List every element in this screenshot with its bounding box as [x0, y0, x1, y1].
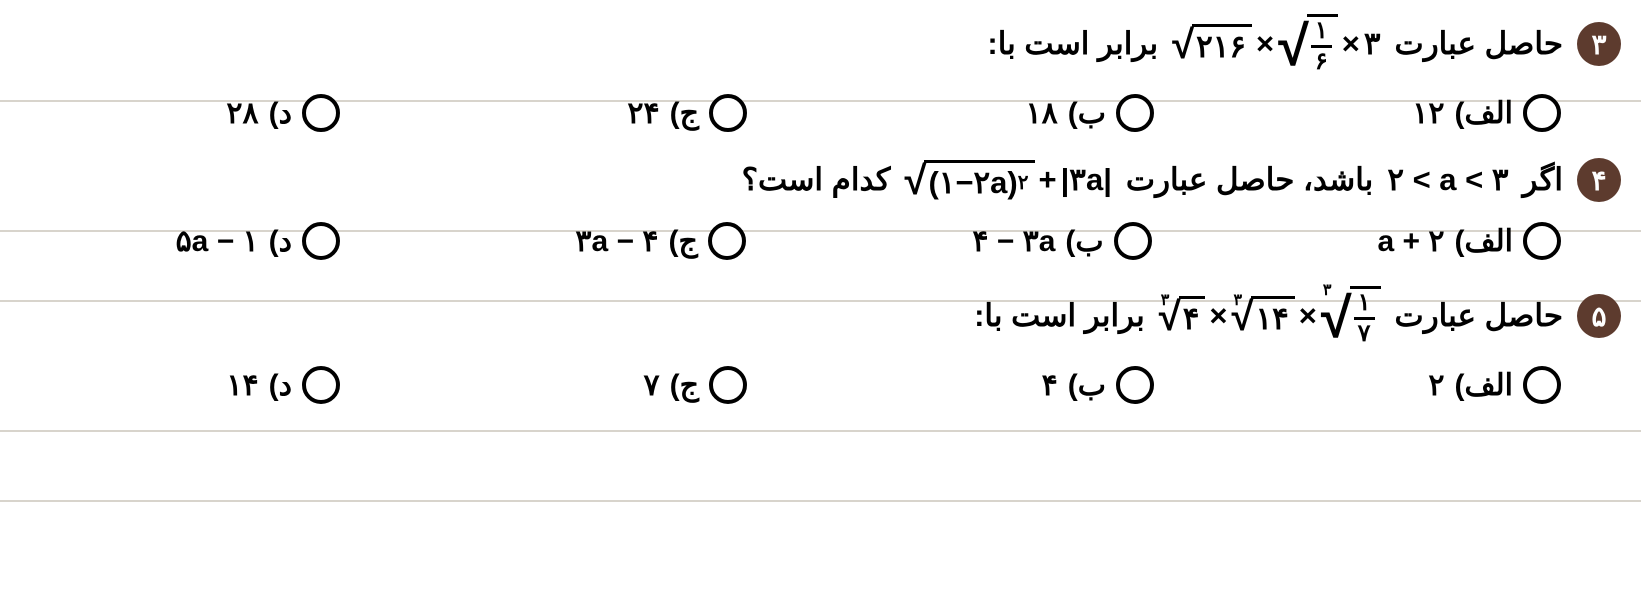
times-icon: × — [1256, 26, 1274, 62]
option-value: ۲۴ — [627, 96, 659, 131]
question-5-number-badge: ۵ — [1577, 294, 1621, 338]
option-value: ۵a − ۱ — [176, 224, 259, 259]
option-label: ج) — [670, 96, 699, 131]
option-value: ۲۸ — [226, 96, 258, 131]
sqrt-frac-1-6: √ ۱ ۶ — [1278, 14, 1338, 74]
q5-option-alef[interactable]: الف) ۲ — [1381, 366, 1561, 404]
radio-circle-icon — [1114, 222, 1152, 260]
option-value: ۷ — [644, 368, 660, 403]
times-icon: × — [1299, 298, 1317, 334]
q4-option-alef[interactable]: الف) a + ۲ — [1377, 222, 1561, 260]
cbrt-frac-1-7: ۳√ ۱ ۷ — [1321, 286, 1381, 346]
option-label: ب) — [1065, 224, 1103, 259]
question-4-prompt-mid: باشد، حاصل عبارت — [1126, 162, 1373, 198]
cbrt-4: ۳√ ۴ — [1159, 296, 1206, 337]
q5-option-dal[interactable]: د) ۱۴ — [160, 366, 340, 404]
radio-circle-icon — [709, 366, 747, 404]
question-4-number-badge: ۴ — [1577, 158, 1621, 202]
option-label: ب) — [1068, 96, 1106, 131]
question-3-prompt: ۳ حاصل عبارت √ ۲۱۶ × √ ۱ ۶ — [40, 10, 1621, 80]
question-4-prompt: ۴ اگر ۲ < a < ۳ باشد، حاصل عبارت √ (۱−۲a… — [40, 154, 1621, 208]
option-label: الف) — [1454, 224, 1513, 259]
times-icon: × — [1209, 298, 1227, 334]
radio-circle-icon — [302, 222, 340, 260]
radio-circle-icon — [302, 366, 340, 404]
coeff-3: ۳ — [1364, 26, 1381, 62]
option-label: د) — [269, 96, 292, 131]
question-3-number-badge: ۳ — [1577, 22, 1621, 66]
q3-option-dal[interactable]: د) ۲۸ — [160, 94, 340, 132]
option-label: ج) — [670, 368, 699, 403]
option-value: ۴ − ۳a — [972, 224, 1055, 259]
question-3-prompt-pre: حاصل عبارت — [1395, 26, 1563, 62]
question-4-expression: √ (۱−۲a)۲ + |۳a| — [905, 160, 1112, 201]
question-5-expression: ۳√ ۴ × ۳√ ۱۴ × ۳√ ۱ ۷ — [1159, 286, 1381, 346]
question-4-options: الف) a + ۲ ب) ۴ − ۳a ج) ۳a − ۴ د) ۵a − ۱ — [40, 208, 1621, 274]
option-label: ب) — [1068, 368, 1106, 403]
question-3-expression: √ ۲۱۶ × √ ۱ ۶ × ۳ — [1172, 14, 1380, 74]
q5-option-be[interactable]: ب) ۴ — [974, 366, 1154, 404]
question-4-prompt-pre: اگر — [1523, 162, 1563, 198]
q5-option-jim[interactable]: ج) ۷ — [567, 366, 747, 404]
question-5: ۵ حاصل عبارت ۳√ ۴ × ۳√ ۱۴ × ۳√ — [40, 282, 1621, 418]
option-value: ۴ — [1042, 368, 1058, 403]
question-5-options: الف) ۲ ب) ۴ ج) ۷ د) ۱۴ — [40, 352, 1621, 418]
question-5-prompt-post: برابر است با: — [974, 298, 1145, 334]
sqrt-216: √ ۲۱۶ — [1172, 24, 1252, 65]
cbrt-14: ۳√ ۱۴ — [1232, 296, 1295, 337]
option-label: الف) — [1454, 96, 1513, 131]
option-value: ۱۸ — [1026, 96, 1058, 131]
radio-circle-icon — [1116, 94, 1154, 132]
sqrt-1-2a-sq: √ (۱−۲a)۲ — [905, 160, 1035, 201]
times-icon: × — [1342, 26, 1360, 62]
radio-circle-icon — [1116, 366, 1154, 404]
option-label: الف) — [1454, 368, 1513, 403]
q4-option-jim[interactable]: ج) ۳a − ۴ — [566, 222, 746, 260]
option-value: ۳a − ۴ — [575, 224, 658, 259]
q4-option-dal[interactable]: د) ۵a − ۱ — [160, 222, 340, 260]
question-3-options: الف) ۱۲ ب) ۱۸ ج) ۲۴ د) ۲۸ — [40, 80, 1621, 146]
q3-option-alef[interactable]: الف) ۱۲ — [1381, 94, 1561, 132]
question-4-prompt-post: کدام است؟ — [742, 162, 891, 198]
option-label: د) — [269, 224, 292, 259]
plus-icon: + — [1039, 162, 1057, 198]
option-value: ۱۴ — [226, 368, 258, 403]
question-5-prompt: ۵ حاصل عبارت ۳√ ۴ × ۳√ ۱۴ × ۳√ — [40, 282, 1621, 352]
radio-circle-icon — [1523, 366, 1561, 404]
option-value: ۱۲ — [1412, 96, 1444, 131]
option-value: ۲ — [1428, 368, 1444, 403]
q3-option-jim[interactable]: ج) ۲۴ — [567, 94, 747, 132]
option-label: ج) — [668, 224, 697, 259]
q3-option-be[interactable]: ب) ۱۸ — [974, 94, 1154, 132]
radio-circle-icon — [708, 222, 746, 260]
abs-3a: |۳a| — [1061, 162, 1112, 198]
question-4-condition: ۲ < a < ۳ — [1387, 162, 1508, 198]
radio-circle-icon — [1523, 222, 1561, 260]
option-value: a + ۲ — [1377, 224, 1444, 259]
question-5-prompt-pre: حاصل عبارت — [1395, 298, 1563, 334]
question-3: ۳ حاصل عبارت √ ۲۱۶ × √ ۱ ۶ — [40, 10, 1621, 146]
radio-circle-icon — [302, 94, 340, 132]
radio-circle-icon — [1523, 94, 1561, 132]
radio-circle-icon — [709, 94, 747, 132]
option-label: د) — [269, 368, 292, 403]
question-3-prompt-post: برابر است با: — [987, 26, 1158, 62]
question-4: ۴ اگر ۲ < a < ۳ باشد، حاصل عبارت √ (۱−۲a… — [40, 154, 1621, 274]
q4-option-be[interactable]: ب) ۴ − ۳a — [972, 222, 1152, 260]
